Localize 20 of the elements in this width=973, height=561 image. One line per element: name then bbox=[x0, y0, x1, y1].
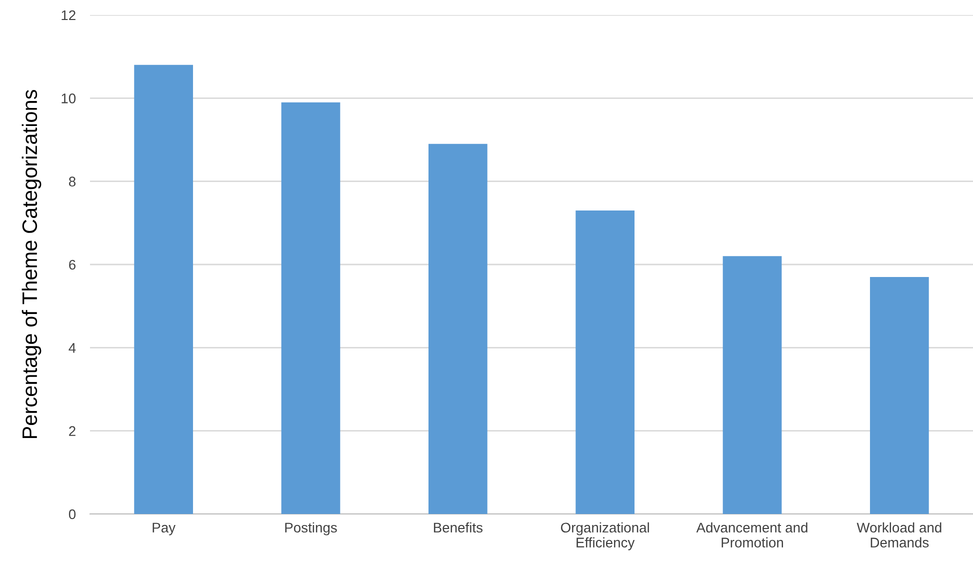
x-tick-label: Organizational Efficiency bbox=[560, 522, 649, 550]
y-tick-label: 0 bbox=[68, 509, 76, 520]
bar bbox=[870, 276, 929, 514]
bar bbox=[134, 64, 194, 514]
x-tick-label: Postings bbox=[285, 522, 337, 536]
y-axis-title: Percentage of Theme Categorizations bbox=[22, 90, 42, 438]
y-tick-label: 6 bbox=[69, 260, 76, 270]
y-tick-label: 10 bbox=[62, 94, 76, 104]
bar bbox=[722, 256, 782, 514]
x-tick-label: Benefits bbox=[434, 522, 483, 533]
bar bbox=[281, 102, 340, 514]
y-tick-label: 4 bbox=[68, 343, 76, 353]
y-tick-label: 2 bbox=[69, 426, 76, 436]
bar bbox=[576, 210, 635, 514]
y-tick-label: 8 bbox=[68, 176, 76, 187]
y-tick-label: 12 bbox=[62, 10, 76, 20]
x-tick-label: Workload and Demands bbox=[856, 522, 942, 548]
x-tick-label: Pay bbox=[152, 522, 176, 536]
x-tick-label: Advancement and Promotion bbox=[696, 522, 808, 548]
bar bbox=[428, 144, 488, 514]
